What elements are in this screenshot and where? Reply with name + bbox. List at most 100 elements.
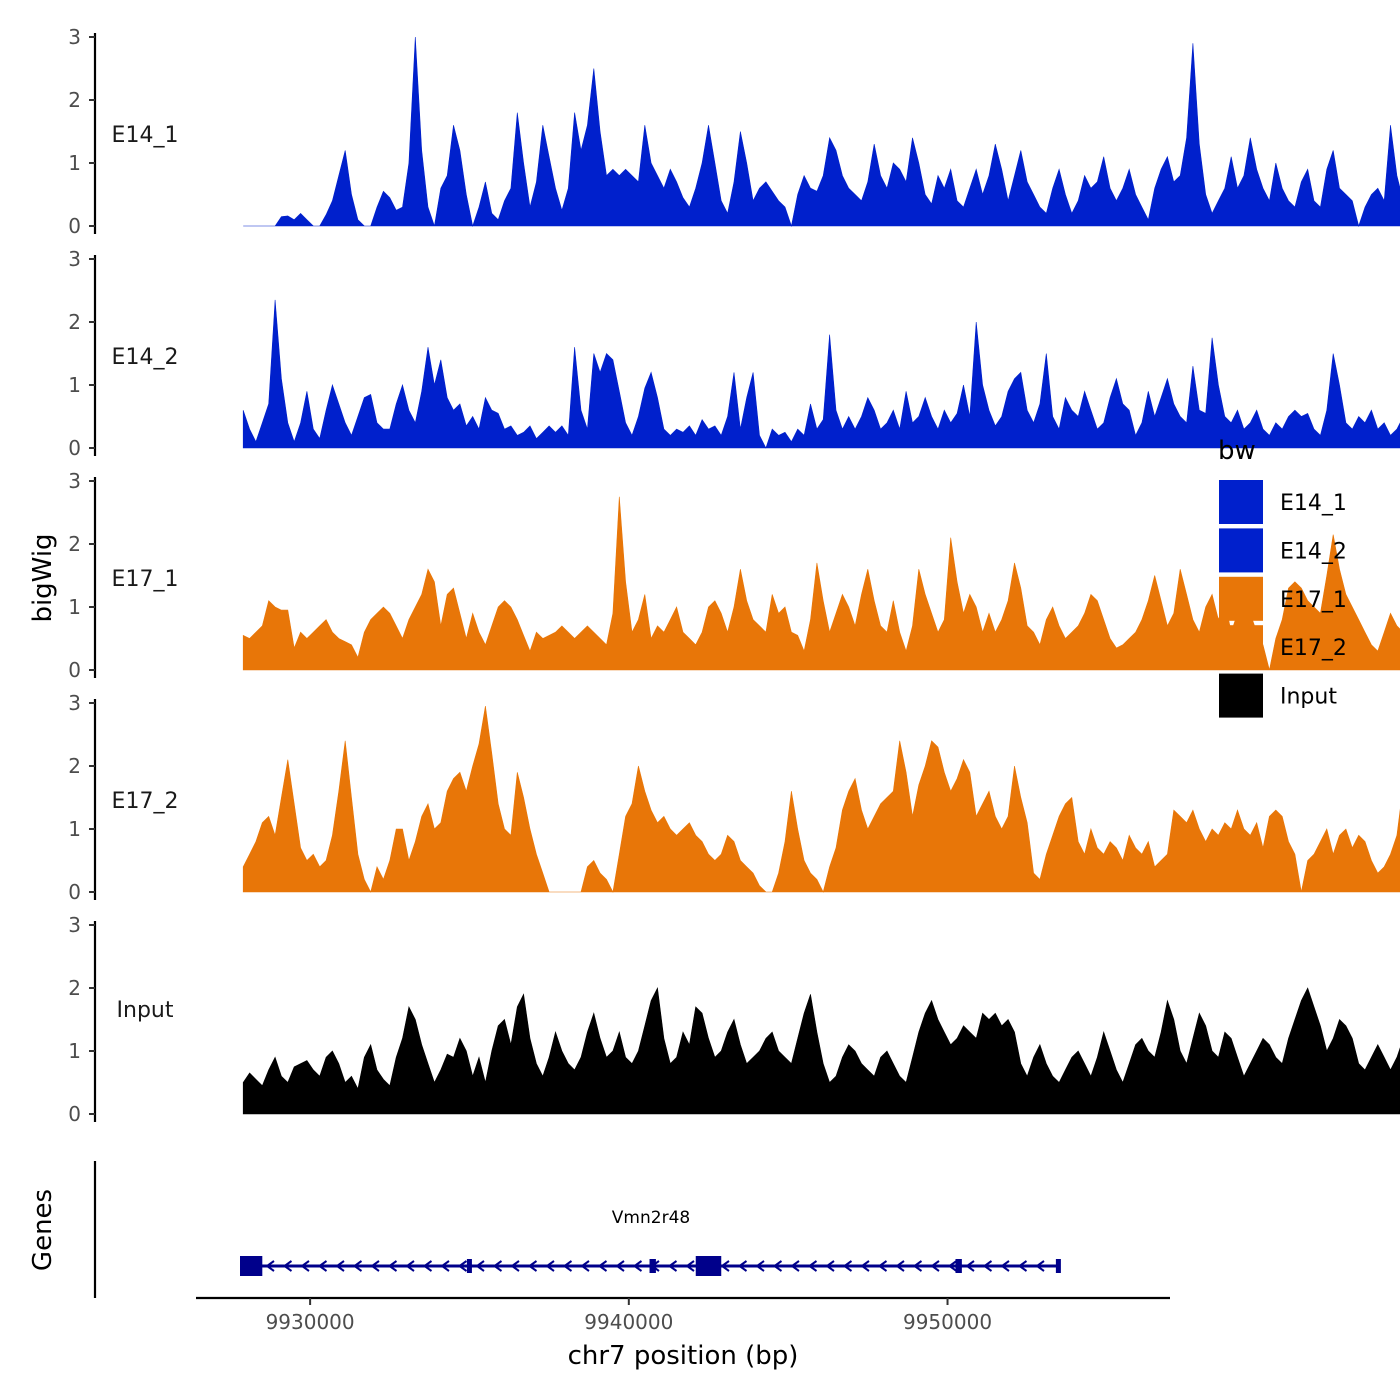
strand-arrow <box>597 1260 608 1272</box>
legend-label: E17_2 <box>1280 636 1347 661</box>
strand-arrow <box>930 1260 940 1272</box>
strand-arrow <box>737 1260 748 1272</box>
gene-exon <box>466 1259 472 1273</box>
strand-arrow <box>475 1260 485 1272</box>
coverage-area <box>242 496 1400 671</box>
strand-arrow <box>965 1260 975 1272</box>
legend-swatch <box>1219 480 1263 524</box>
strand-arrow <box>282 1260 293 1272</box>
y-tick-label: 2 <box>68 754 81 778</box>
strand-arrow <box>1017 1260 1028 1272</box>
strand-arrow <box>492 1260 503 1272</box>
legend-swatch <box>1219 576 1263 621</box>
strand-arrow <box>1000 1260 1010 1272</box>
strand-arrow <box>440 1260 450 1272</box>
strand-arrow <box>545 1260 555 1272</box>
y-tick-label: 0 <box>68 436 81 460</box>
legend-title: bw <box>1218 436 1256 466</box>
gene-exon <box>955 1259 962 1273</box>
strand-arrow <box>370 1260 380 1272</box>
coverage-area <box>242 299 1400 449</box>
strand-arrow <box>562 1260 573 1272</box>
track-label: E17_2 <box>112 789 179 814</box>
x-tick-label: 9930000 <box>266 1310 355 1334</box>
strand-arrow <box>860 1260 870 1272</box>
y-tick-label: 0 <box>68 880 81 904</box>
gene-track: Vmn2r48 <box>93 1161 1061 1298</box>
gene-exon <box>695 1256 722 1276</box>
legend-label: E14_2 <box>1280 539 1347 564</box>
strand-arrow <box>825 1260 835 1272</box>
track-e17-1: 0 1 2 3 E17_1 <box>68 469 1400 682</box>
y-tick-label: 1 <box>68 151 81 175</box>
strand-arrow <box>580 1260 590 1272</box>
track-e17-2: 0 1 2 3 E17_2 <box>68 691 1400 904</box>
y-tick-label: 3 <box>68 691 81 715</box>
strand-arrow <box>422 1260 433 1272</box>
y-tick-label: 1 <box>68 817 81 841</box>
legend: bw E14_1 E14_2 E17_1 E17_2 Input <box>1218 436 1347 718</box>
gene-exon <box>1055 1259 1061 1273</box>
strand-arrow <box>720 1260 730 1272</box>
track-label: E17_1 <box>112 567 179 592</box>
coverage-area <box>243 36 1400 228</box>
legend-label: E17_1 <box>1280 588 1347 613</box>
gene-exon <box>649 1259 656 1273</box>
y-tick-label: 2 <box>68 310 81 334</box>
strand-arrow <box>755 1260 765 1272</box>
gene-track-title: Genes <box>28 1189 58 1271</box>
track-label: E14_1 <box>112 123 179 148</box>
track-label: Input <box>117 998 174 1023</box>
gene-name-label: Vmn2r48 <box>612 1208 690 1228</box>
strand-arrow <box>982 1260 993 1272</box>
strand-arrow <box>842 1260 853 1272</box>
coverage-area <box>242 706 1400 893</box>
track-e14-1: 0 1 2 3 E14_1 <box>68 25 1400 238</box>
track-e14-2: 0 1 2 3 E14_2 <box>68 247 1400 460</box>
strand-arrow <box>807 1260 818 1272</box>
legend-swatch <box>1219 673 1263 718</box>
strand-arrow <box>615 1260 625 1272</box>
strand-arrow <box>772 1260 783 1272</box>
legend-swatch <box>1219 528 1263 573</box>
legend-label: E14_1 <box>1280 491 1347 516</box>
x-tick-label: 9950000 <box>903 1310 992 1334</box>
y-tick-label: 1 <box>68 595 81 619</box>
coverage-tracks: 0 1 2 3 E14_1 0 1 2 3 E14_2 0 1 2 3 E17_1 0 1 2 3 E17_2 0 1 2 3… <box>68 25 1400 1126</box>
strand-arrow <box>912 1260 923 1272</box>
strand-arrow <box>317 1260 328 1272</box>
strand-arrow <box>895 1260 905 1272</box>
y-tick-label: 2 <box>68 88 81 112</box>
y-tick-label: 2 <box>68 532 81 556</box>
x-axis-title: chr7 position (bp) <box>568 1341 799 1371</box>
strand-arrow <box>790 1260 800 1272</box>
y-tick-label: 3 <box>68 913 81 937</box>
x-tick-label: 9940000 <box>584 1310 673 1334</box>
strand-arrow <box>685 1260 695 1272</box>
strand-arrow <box>632 1260 643 1272</box>
y-tick-label: 1 <box>68 373 81 397</box>
coverage-area <box>242 986 1400 1115</box>
track-label: E14_2 <box>112 345 179 370</box>
strand-arrow <box>1035 1260 1045 1272</box>
strand-arrow <box>300 1260 310 1272</box>
strand-arrow <box>352 1260 363 1272</box>
legend-swatch <box>1219 625 1263 670</box>
y-tick-label: 0 <box>68 658 81 682</box>
y-tick-label: 2 <box>68 976 81 1000</box>
y-tick-label: 3 <box>68 469 81 493</box>
x-axis: 9930000 9940000 9950000 <box>196 1296 1170 1334</box>
strand-arrow <box>265 1260 275 1272</box>
strand-arrow <box>335 1260 345 1272</box>
track-input: 0 1 2 3 Input <box>68 913 1400 1126</box>
strand-arrow <box>947 1260 958 1272</box>
y-axis-title: bigWig <box>28 533 58 622</box>
strand-arrow <box>510 1260 520 1272</box>
strand-arrow <box>667 1260 678 1272</box>
strand-arrow <box>527 1260 538 1272</box>
strand-arrow <box>877 1260 888 1272</box>
y-tick-label: 0 <box>68 214 81 238</box>
y-tick-label: 1 <box>68 1039 81 1063</box>
strand-arrow <box>405 1260 415 1272</box>
